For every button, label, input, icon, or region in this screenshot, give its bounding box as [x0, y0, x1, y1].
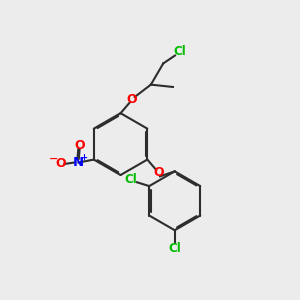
Text: O: O: [126, 93, 137, 106]
Text: −: −: [49, 154, 58, 164]
Text: O: O: [153, 166, 164, 179]
Text: Cl: Cl: [168, 242, 181, 255]
Text: Cl: Cl: [124, 173, 137, 186]
Text: Cl: Cl: [174, 45, 186, 58]
Text: +: +: [80, 153, 87, 162]
Text: N: N: [73, 156, 84, 169]
Text: O: O: [55, 158, 65, 170]
Text: O: O: [75, 139, 85, 152]
